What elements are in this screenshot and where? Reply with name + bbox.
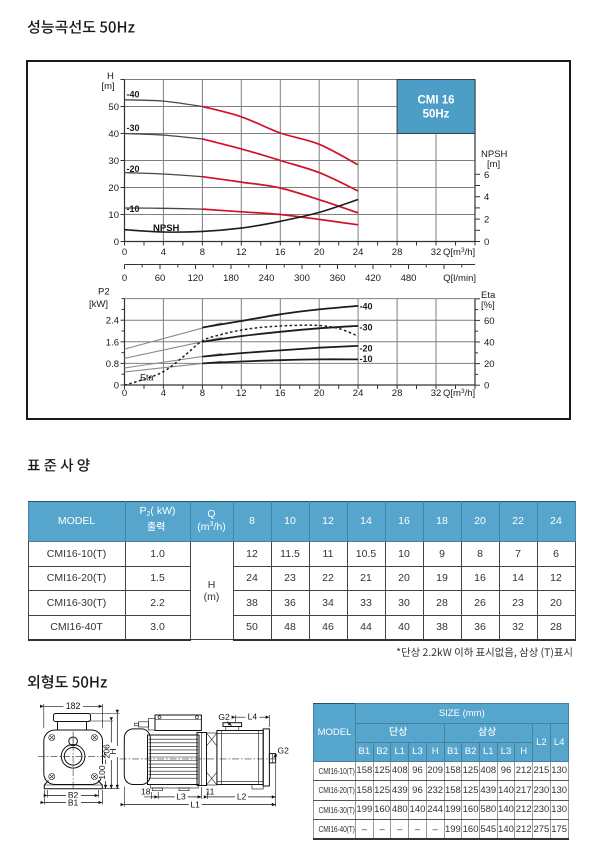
svg-text:H: H [107,71,114,82]
svg-text:32: 32 [431,388,442,399]
svg-text:Q[l/min]: Q[l/min] [443,273,476,284]
svg-text:182: 182 [66,701,81,711]
svg-text:206: 206 [101,744,111,758]
svg-text:300: 300 [294,273,310,284]
svg-text:CMI 16: CMI 16 [417,95,454,107]
svg-text:L4: L4 [248,712,258,722]
svg-text:L3: L3 [176,792,186,802]
svg-text:NPSH: NPSH [481,149,508,160]
svg-text:H: H [108,748,118,754]
svg-text:12: 12 [236,388,247,399]
svg-text:8: 8 [200,388,205,399]
svg-text:1.6: 1.6 [106,337,119,348]
svg-text:100: 100 [97,765,107,779]
svg-text:40: 40 [484,338,495,349]
svg-text:-30: -30 [360,323,373,333]
svg-text:11: 11 [206,787,215,797]
svg-text:10: 10 [108,210,119,221]
svg-text:P2: P2 [98,287,110,298]
svg-text:0: 0 [484,381,489,392]
svg-text:2.4: 2.4 [106,316,119,327]
svg-text:180: 180 [223,273,239,284]
svg-text:4: 4 [161,388,166,399]
svg-text:G2: G2 [278,746,290,756]
svg-text:-30: -30 [127,123,140,133]
svg-text:Eta: Eta [481,290,496,301]
svg-text:420: 420 [365,273,381,284]
svg-text:[%]: [%] [481,300,495,311]
svg-text:L1: L1 [190,799,200,809]
svg-text:50Hz: 50Hz [423,109,450,121]
svg-text:G2: G2 [218,712,230,722]
svg-text:-20: -20 [360,344,373,354]
svg-text:0: 0 [484,237,489,248]
svg-text:[m]: [m] [487,159,500,170]
svg-text:60: 60 [155,273,166,284]
svg-text:0: 0 [122,388,127,399]
svg-text:L2: L2 [237,792,247,802]
svg-text:-20: -20 [127,164,140,174]
svg-text:20: 20 [314,247,325,258]
svg-text:4: 4 [484,192,489,203]
svg-text:28: 28 [392,388,403,399]
svg-text:20: 20 [484,359,495,370]
svg-text:16: 16 [275,388,286,399]
svg-text:[kW]: [kW] [89,299,108,310]
svg-text:120: 120 [188,273,204,284]
svg-text:B2: B2 [68,790,79,800]
svg-text:-10: -10 [127,204,140,214]
svg-text:0: 0 [122,273,127,284]
svg-text:20: 20 [108,183,119,194]
svg-text:30: 30 [108,156,119,167]
svg-text:12: 12 [236,247,247,258]
svg-text:Q[m3/h]: Q[m3/h] [443,388,475,399]
svg-text:8: 8 [200,247,205,258]
svg-text:240: 240 [259,273,275,284]
svg-text:480: 480 [401,273,417,284]
svg-text:40: 40 [108,129,119,140]
svg-text:18: 18 [141,787,151,797]
svg-text:24: 24 [353,247,364,258]
svg-text:Eta: Eta [140,373,154,383]
svg-text:-10: -10 [360,354,373,364]
svg-text:-40: -40 [360,302,373,312]
svg-text:24: 24 [353,388,364,399]
svg-text:50: 50 [108,102,119,113]
svg-text:0: 0 [114,381,119,392]
svg-text:Q[m3/h]: Q[m3/h] [443,247,475,258]
svg-text:32: 32 [431,247,442,258]
svg-text:20: 20 [314,388,325,399]
svg-text:[m]: [m] [102,81,115,92]
svg-text:NPSH: NPSH [153,223,180,234]
svg-text:0.8: 0.8 [106,359,119,370]
svg-text:0: 0 [122,247,127,258]
svg-text:B1: B1 [68,797,79,807]
svg-text:6: 6 [484,170,489,181]
svg-text:360: 360 [330,273,346,284]
svg-text:4: 4 [161,247,166,258]
svg-text:16: 16 [275,247,286,258]
svg-text:-40: -40 [127,90,140,100]
svg-text:60: 60 [484,316,495,327]
svg-text:0: 0 [114,237,119,248]
svg-text:2: 2 [484,215,489,226]
svg-text:28: 28 [392,247,403,258]
